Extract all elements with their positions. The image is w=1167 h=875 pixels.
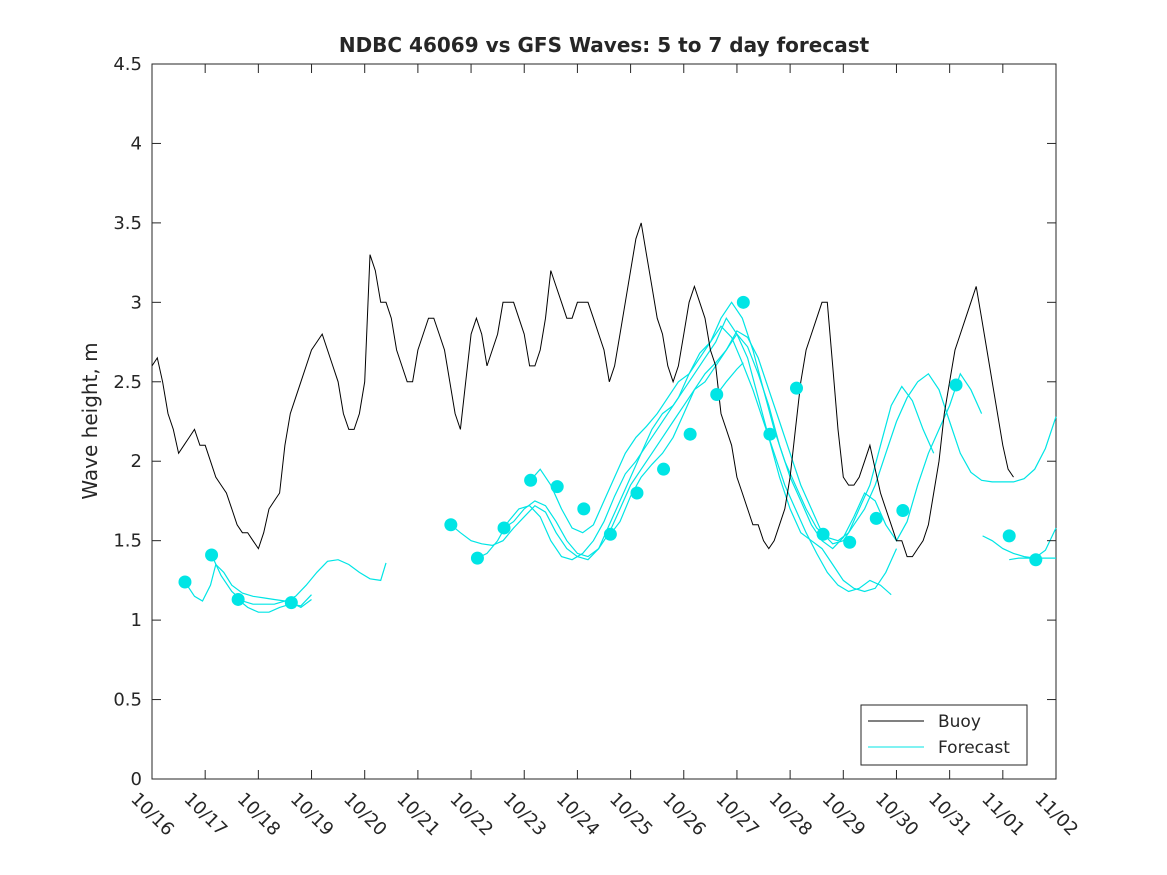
y-tick-label: 1.5 bbox=[113, 531, 142, 552]
forecast-line bbox=[503, 333, 983, 558]
y-tick-label: 3 bbox=[131, 292, 142, 313]
forecast-marker bbox=[683, 427, 697, 441]
forecast-marker bbox=[178, 575, 192, 589]
forecast-marker bbox=[444, 518, 458, 532]
y-axis-label: Wave height, m bbox=[78, 342, 102, 499]
forecast-marker bbox=[736, 295, 750, 309]
forecast-marker bbox=[816, 527, 830, 541]
forecast-marker bbox=[1002, 529, 1016, 543]
forecast-line bbox=[184, 563, 296, 604]
forecast-line bbox=[982, 527, 1057, 559]
forecast-marker bbox=[284, 596, 298, 610]
forecast-marker bbox=[630, 486, 644, 500]
forecast-marker bbox=[577, 502, 591, 516]
y-tick-label: 4 bbox=[131, 133, 142, 154]
forecast-marker bbox=[205, 548, 219, 562]
forecast-marker bbox=[869, 511, 883, 525]
y-tick-label: 4.5 bbox=[113, 54, 142, 75]
forecast-line bbox=[716, 362, 744, 395]
y-axis-ticks: 0 0.5 1 1.5 2 2.5 3 3.5 4 4.5 bbox=[113, 54, 1056, 790]
forecast-line bbox=[609, 330, 1057, 545]
y-tick-label: 0.5 bbox=[113, 690, 142, 711]
forecast-marker bbox=[710, 387, 724, 401]
forecast-line bbox=[237, 594, 312, 613]
forecast-marker bbox=[896, 503, 910, 517]
legend-forecast-label: Forecast bbox=[938, 738, 1010, 758]
plot-area: 00.511.522.533.544.5 10/16 10/17 10/18 10/1… bbox=[113, 54, 1082, 840]
chart-title: NDBC 46069 vs GFS Waves: 5 to 7 day fore… bbox=[339, 33, 870, 57]
forecast-line bbox=[530, 301, 935, 542]
legend-box bbox=[860, 704, 1028, 766]
series-layer bbox=[151, 222, 1057, 613]
forecast-line bbox=[477, 325, 892, 596]
forecast-marker bbox=[603, 527, 617, 541]
legend: Buoy Forecast bbox=[860, 704, 1028, 766]
y-tick-label: 3.5 bbox=[113, 213, 142, 234]
forecast-marker bbox=[657, 462, 671, 476]
forecast-marker bbox=[550, 480, 564, 494]
legend-buoy-label: Buoy bbox=[938, 712, 981, 732]
y-tick-label: 2.5 bbox=[113, 372, 142, 393]
buoy-line bbox=[151, 222, 1014, 558]
axes-box bbox=[151, 63, 1057, 780]
forecast-marker bbox=[763, 427, 777, 441]
forecast-marker bbox=[231, 592, 245, 606]
forecast-marker bbox=[470, 551, 484, 565]
y-tick-label: 1 bbox=[131, 610, 142, 631]
forecast-marker bbox=[843, 535, 857, 549]
y-tick-label: 2 bbox=[131, 451, 142, 472]
forecast-marker bbox=[789, 381, 803, 395]
forecast-marker bbox=[949, 378, 963, 392]
forecast-marker bbox=[497, 521, 511, 535]
y-tick-label: 0 bbox=[131, 769, 142, 790]
forecast-marker bbox=[524, 473, 538, 487]
forecast-marker bbox=[1029, 553, 1043, 567]
